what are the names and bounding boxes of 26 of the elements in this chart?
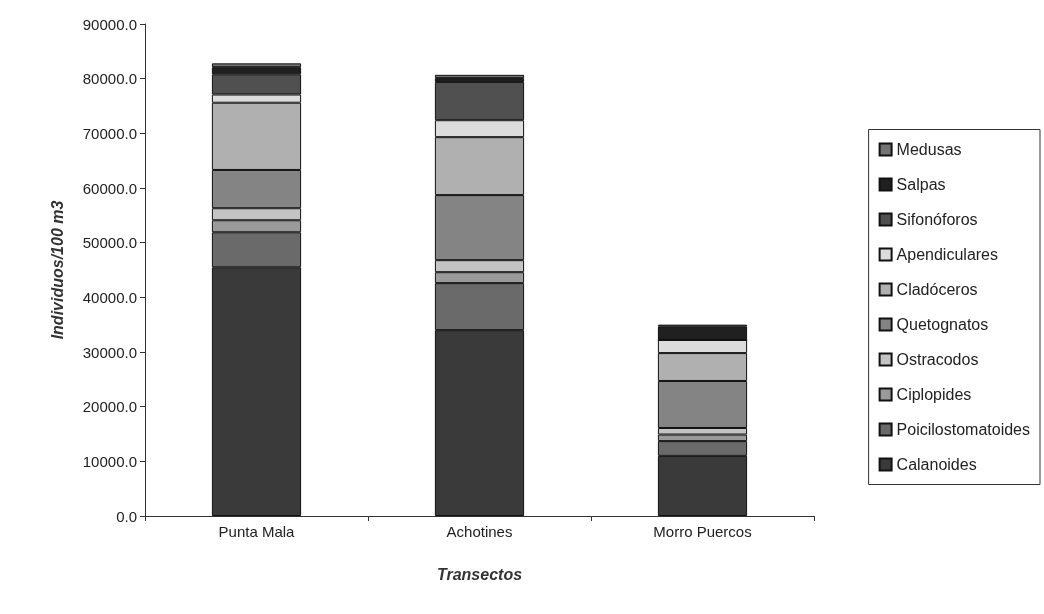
y-axis-title: Individuos/100 m3: [48, 200, 66, 340]
y-tick-label: 0.0: [116, 507, 137, 525]
bar: [434, 74, 525, 79]
y-tick-label: 80000.0: [82, 70, 137, 88]
legend-label: Sifonóforos: [896, 211, 978, 228]
legend-label: Ciplopides: [896, 386, 972, 403]
x-tick-label: Punta Mala: [218, 523, 296, 540]
y-tick-label: 30000.0: [82, 343, 137, 361]
y-tick-label: 60000.0: [82, 179, 137, 197]
y-tick-label: 20000.0: [82, 398, 137, 416]
legend-label: Medusas: [896, 141, 962, 158]
legend-label: Calanoides: [896, 456, 977, 473]
y-tick-label: 10000.0: [82, 452, 137, 470]
y-tick-label: 50000.0: [82, 234, 137, 252]
x-tick-label: Morro Puercos: [653, 523, 752, 540]
y-tick-label: 70000.0: [82, 124, 137, 142]
y-tick-label: 40000.0: [82, 288, 137, 306]
legend-label: Ostracodos: [896, 351, 979, 368]
legend-label: Quetognatos: [896, 316, 989, 333]
x-tick-label: Achotines: [446, 523, 513, 540]
y-tick-label: 90000.0: [82, 15, 137, 33]
legend-label: Cladóceros: [896, 281, 978, 298]
legend-label: Poicilostomatoides: [896, 421, 1031, 438]
x-axis-title: Transectos: [436, 565, 523, 583]
legend-label: Apendiculares: [896, 246, 999, 263]
legend-label: Salpas: [896, 176, 946, 193]
